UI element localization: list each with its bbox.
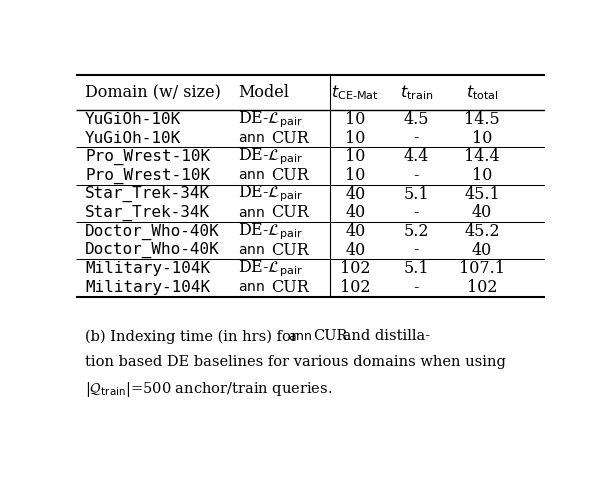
- Text: 10: 10: [472, 130, 492, 146]
- Text: CUR: CUR: [271, 242, 310, 258]
- Text: 40: 40: [472, 242, 492, 258]
- Text: $\mathsf{ann}$: $\mathsf{ann}$: [288, 330, 313, 342]
- Text: 10: 10: [472, 167, 492, 184]
- Text: (b) Indexing time (in hrs) for: (b) Indexing time (in hrs) for: [85, 330, 302, 344]
- Text: CUR: CUR: [271, 279, 310, 296]
- Text: CUR: CUR: [313, 330, 348, 344]
- Text: DE-$\mathcal{L}_{\mathrm{pair}}$: DE-$\mathcal{L}_{\mathrm{pair}}$: [238, 258, 302, 279]
- Text: Pro_Wrest-10K: Pro_Wrest-10K: [85, 148, 210, 165]
- Text: Military-104K: Military-104K: [85, 280, 210, 295]
- Text: |$\mathcal{Q}_{\mathrm{train}}$|=500 anchor/train queries.: |$\mathcal{Q}_{\mathrm{train}}$|=500 anc…: [85, 380, 333, 398]
- Text: -: -: [413, 242, 419, 258]
- Text: 10: 10: [345, 167, 365, 184]
- Text: DE-$\mathcal{L}_{\mathrm{pair}}$: DE-$\mathcal{L}_{\mathrm{pair}}$: [238, 109, 302, 130]
- Text: 14.5: 14.5: [464, 111, 500, 128]
- Text: CUR: CUR: [271, 204, 310, 221]
- Text: Doctor_Who-40K: Doctor_Who-40K: [85, 242, 220, 258]
- Text: 4.4: 4.4: [404, 148, 429, 165]
- Text: $\mathsf{ann}$: $\mathsf{ann}$: [238, 280, 265, 294]
- Text: $t_{\rm CE\text{-}Mat}$: $t_{\rm CE\text{-}Mat}$: [331, 84, 379, 102]
- Text: Star_Trek-34K: Star_Trek-34K: [85, 204, 210, 221]
- Text: -: -: [413, 204, 419, 221]
- Text: YuGiOh-10K: YuGiOh-10K: [85, 112, 181, 127]
- Text: 107.1: 107.1: [459, 260, 505, 278]
- Text: -: -: [413, 130, 419, 146]
- Text: Doctor_Who-40K: Doctor_Who-40K: [85, 224, 220, 240]
- Text: 102: 102: [467, 279, 498, 296]
- Text: $\mathsf{ann}$: $\mathsf{ann}$: [238, 131, 265, 145]
- Text: Model: Model: [238, 84, 289, 101]
- Text: -: -: [413, 279, 419, 296]
- Text: 40: 40: [345, 204, 365, 221]
- Text: 10: 10: [345, 111, 365, 128]
- Text: 40: 40: [345, 223, 365, 240]
- Text: 10: 10: [345, 148, 365, 165]
- Text: Domain (w/ size): Domain (w/ size): [85, 84, 221, 101]
- Text: DE-$\mathcal{L}_{\mathrm{pair}}$: DE-$\mathcal{L}_{\mathrm{pair}}$: [238, 221, 302, 242]
- Text: CUR: CUR: [271, 167, 310, 184]
- Text: and distilla-: and distilla-: [338, 330, 430, 344]
- Text: 45.2: 45.2: [464, 223, 500, 240]
- Text: CUR: CUR: [271, 130, 310, 146]
- Text: $\mathsf{ann}$: $\mathsf{ann}$: [238, 168, 265, 182]
- Text: $\mathsf{ann}$: $\mathsf{ann}$: [238, 243, 265, 257]
- Text: 4.5: 4.5: [404, 111, 429, 128]
- Text: DE-$\mathcal{L}_{\mathrm{pair}}$: DE-$\mathcal{L}_{\mathrm{pair}}$: [238, 146, 302, 167]
- Text: 14.4: 14.4: [464, 148, 500, 165]
- Text: YuGiOh-10K: YuGiOh-10K: [85, 130, 181, 146]
- Text: Star_Trek-34K: Star_Trek-34K: [85, 186, 210, 202]
- Text: 5.1: 5.1: [404, 260, 429, 278]
- Text: 102: 102: [340, 260, 370, 278]
- Text: Military-104K: Military-104K: [85, 262, 210, 276]
- Text: DE-$\mathcal{L}_{\mathrm{pair}}$: DE-$\mathcal{L}_{\mathrm{pair}}$: [238, 184, 302, 204]
- Text: 10: 10: [345, 130, 365, 146]
- Text: $t_{\rm total}$: $t_{\rm total}$: [465, 84, 498, 102]
- Text: 40: 40: [472, 204, 492, 221]
- Text: 102: 102: [340, 279, 370, 296]
- Text: 5.2: 5.2: [404, 223, 429, 240]
- Text: tion based DE baselines for various domains when using: tion based DE baselines for various doma…: [85, 354, 506, 368]
- Text: 40: 40: [345, 242, 365, 258]
- Text: -: -: [413, 167, 419, 184]
- Text: $\mathsf{ann}$: $\mathsf{ann}$: [238, 206, 265, 220]
- Text: 45.1: 45.1: [464, 186, 500, 202]
- Text: 5.1: 5.1: [404, 186, 429, 202]
- Text: 40: 40: [345, 186, 365, 202]
- Text: $t_{\rm train}$: $t_{\rm train}$: [399, 84, 433, 102]
- Text: Pro_Wrest-10K: Pro_Wrest-10K: [85, 168, 210, 184]
